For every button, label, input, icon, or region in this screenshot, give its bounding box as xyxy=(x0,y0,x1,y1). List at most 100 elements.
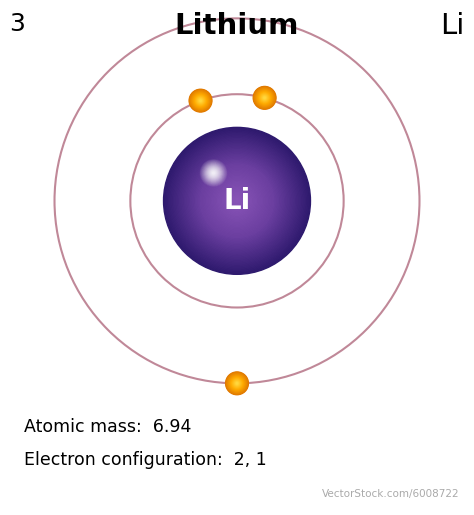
Circle shape xyxy=(197,97,204,104)
Circle shape xyxy=(212,171,215,175)
Circle shape xyxy=(197,161,277,241)
Circle shape xyxy=(215,179,259,223)
Circle shape xyxy=(257,90,273,106)
Circle shape xyxy=(206,165,221,181)
Circle shape xyxy=(187,151,287,251)
Circle shape xyxy=(228,374,246,392)
Circle shape xyxy=(195,96,206,106)
Circle shape xyxy=(254,87,275,109)
Circle shape xyxy=(263,96,266,100)
Circle shape xyxy=(261,94,269,102)
Circle shape xyxy=(231,377,243,389)
Text: VectorStock®: VectorStock® xyxy=(19,488,101,501)
Circle shape xyxy=(204,168,270,234)
Circle shape xyxy=(213,172,214,174)
Circle shape xyxy=(235,381,239,386)
Circle shape xyxy=(230,376,244,390)
Circle shape xyxy=(177,141,297,261)
Circle shape xyxy=(190,90,211,111)
Circle shape xyxy=(178,142,296,260)
Circle shape xyxy=(264,97,265,99)
Text: Li: Li xyxy=(223,187,251,215)
Circle shape xyxy=(225,188,249,213)
Circle shape xyxy=(207,166,220,180)
Circle shape xyxy=(198,162,276,240)
Circle shape xyxy=(194,94,207,107)
Circle shape xyxy=(219,182,255,219)
Circle shape xyxy=(205,164,222,182)
Circle shape xyxy=(192,92,209,109)
Circle shape xyxy=(188,152,286,250)
Circle shape xyxy=(232,379,242,388)
Text: Electron configuration:  2, 1: Electron configuration: 2, 1 xyxy=(24,451,266,469)
Circle shape xyxy=(262,95,268,101)
Circle shape xyxy=(210,169,217,177)
Circle shape xyxy=(191,92,210,110)
Circle shape xyxy=(193,93,208,108)
Circle shape xyxy=(191,91,210,111)
Circle shape xyxy=(230,376,244,390)
Circle shape xyxy=(259,92,271,104)
Circle shape xyxy=(170,133,304,268)
Circle shape xyxy=(172,136,302,266)
Circle shape xyxy=(194,94,207,108)
Circle shape xyxy=(216,180,258,221)
Circle shape xyxy=(184,148,290,253)
Circle shape xyxy=(176,140,298,262)
Circle shape xyxy=(209,173,265,229)
Circle shape xyxy=(226,372,248,394)
Circle shape xyxy=(164,127,310,274)
Circle shape xyxy=(235,198,239,203)
Circle shape xyxy=(260,93,270,103)
Circle shape xyxy=(235,382,239,385)
Circle shape xyxy=(232,379,242,388)
Circle shape xyxy=(233,380,241,387)
Circle shape xyxy=(229,375,245,391)
Text: Atomic mass:  6.94: Atomic mass: 6.94 xyxy=(24,418,191,436)
Circle shape xyxy=(264,97,265,98)
Circle shape xyxy=(263,96,266,99)
Circle shape xyxy=(229,194,245,208)
Circle shape xyxy=(185,149,288,252)
Circle shape xyxy=(204,163,223,183)
Circle shape xyxy=(258,91,272,105)
Circle shape xyxy=(255,88,274,108)
Circle shape xyxy=(224,187,250,214)
Circle shape xyxy=(234,380,240,387)
Text: Lithium: Lithium xyxy=(175,12,299,40)
Circle shape xyxy=(197,97,204,104)
Circle shape xyxy=(259,92,270,104)
Circle shape xyxy=(174,139,300,263)
Circle shape xyxy=(195,95,207,107)
Circle shape xyxy=(203,166,271,235)
Circle shape xyxy=(257,91,272,105)
Circle shape xyxy=(262,96,267,100)
Circle shape xyxy=(200,100,201,101)
Circle shape xyxy=(254,88,275,108)
Circle shape xyxy=(211,170,216,176)
Circle shape xyxy=(181,145,293,257)
Circle shape xyxy=(194,158,280,244)
Circle shape xyxy=(229,375,245,391)
Circle shape xyxy=(191,91,210,110)
Circle shape xyxy=(208,168,219,178)
Circle shape xyxy=(189,89,212,112)
Circle shape xyxy=(201,161,226,185)
Circle shape xyxy=(198,98,203,104)
Circle shape xyxy=(192,92,209,109)
Circle shape xyxy=(200,100,201,101)
Circle shape xyxy=(183,147,291,255)
Circle shape xyxy=(166,130,308,272)
Circle shape xyxy=(189,153,285,249)
Circle shape xyxy=(193,157,281,245)
Circle shape xyxy=(191,156,283,246)
Circle shape xyxy=(227,373,247,393)
Circle shape xyxy=(208,171,266,230)
Circle shape xyxy=(253,87,276,109)
Circle shape xyxy=(173,137,301,265)
Circle shape xyxy=(256,90,273,106)
Circle shape xyxy=(196,96,205,105)
Circle shape xyxy=(231,378,243,389)
Circle shape xyxy=(209,168,218,177)
Circle shape xyxy=(191,154,283,247)
